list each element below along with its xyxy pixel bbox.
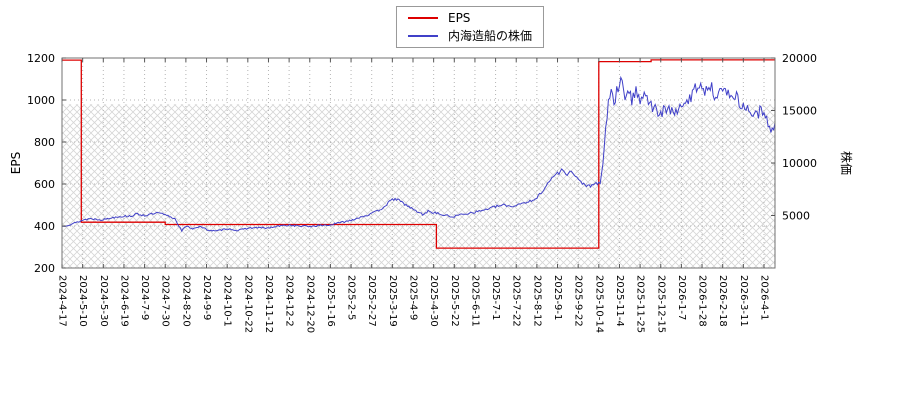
- stock-price-line: [62, 75, 776, 233]
- svg-text:20000: 20000: [782, 52, 817, 65]
- svg-text:2025-9-1: 2025-9-1: [552, 275, 563, 320]
- hatch-band: [62, 104, 775, 268]
- svg-text:10000: 10000: [782, 157, 817, 170]
- eps-line: [62, 59, 775, 249]
- svg-text:2025-8-12: 2025-8-12: [531, 275, 542, 327]
- svg-text:2024-7-9: 2024-7-9: [139, 275, 150, 320]
- svg-text:2024-7-30: 2024-7-30: [160, 275, 171, 327]
- svg-text:2026-2-18: 2026-2-18: [717, 275, 728, 327]
- svg-text:2024-5-30: 2024-5-30: [98, 275, 109, 327]
- svg-text:800: 800: [34, 136, 55, 149]
- svg-text:2025-7-1: 2025-7-1: [490, 275, 501, 320]
- legend-item-eps: EPS: [407, 11, 532, 25]
- grid-lines: [61, 58, 775, 268]
- svg-text:5000: 5000: [782, 210, 810, 223]
- svg-text:2026-1-7: 2026-1-7: [676, 275, 687, 320]
- svg-text:1200: 1200: [27, 52, 55, 65]
- svg-text:15000: 15000: [782, 105, 817, 118]
- svg-text:2024-12-20: 2024-12-20: [304, 275, 315, 333]
- svg-text:2024-9-9: 2024-9-9: [201, 275, 212, 320]
- svg-text:2026-1-28: 2026-1-28: [697, 275, 708, 327]
- svg-text:2026-4-1: 2026-4-1: [758, 275, 769, 320]
- svg-text:400: 400: [34, 220, 55, 233]
- svg-text:2024-5-10: 2024-5-10: [77, 275, 88, 327]
- svg-text:2025-11-4: 2025-11-4: [614, 275, 625, 327]
- svg-text:1000: 1000: [27, 94, 55, 107]
- svg-text:2025-12-15: 2025-12-15: [655, 275, 666, 333]
- svg-text:2024-11-12: 2024-11-12: [263, 275, 274, 333]
- svg-text:2024-8-20: 2024-8-20: [180, 275, 191, 327]
- svg-text:2025-10-14: 2025-10-14: [593, 275, 604, 333]
- svg-text:2026-3-11: 2026-3-11: [738, 275, 749, 327]
- svg-text:600: 600: [34, 178, 55, 191]
- right-axis-tick-labels: 5000 10000 15000 20000: [782, 52, 817, 223]
- svg-text:2024-10-1: 2024-10-1: [222, 275, 233, 327]
- svg-text:2025-9-22: 2025-9-22: [573, 275, 584, 327]
- svg-text:2024-6-19: 2024-6-19: [118, 275, 129, 327]
- svg-text:2025-4-30: 2025-4-30: [428, 275, 439, 327]
- legend-item-stock-price: 内海造船の株価: [407, 29, 533, 43]
- svg-text:2025-1-16: 2025-1-16: [325, 275, 336, 327]
- tick-marks: [61, 57, 775, 269]
- svg-text:2024-12-2: 2024-12-2: [284, 275, 295, 327]
- svg-text:2025-4-9: 2025-4-9: [407, 275, 418, 320]
- svg-text:2025-2-5: 2025-2-5: [346, 275, 357, 320]
- stock-price-line-swatch: [407, 35, 438, 37]
- x-axis-tick-labels: 2024-4-17 2024-5-10 2024-5-30 2024-6-19 2024…: [57, 275, 770, 333]
- right-axis-title: 株価: [839, 151, 854, 175]
- eps-line-swatch: [407, 17, 438, 19]
- svg-text:2024-4-17: 2024-4-17: [57, 275, 68, 327]
- svg-text:200: 200: [34, 262, 55, 275]
- svg-text:2025-6-11: 2025-6-11: [469, 275, 480, 327]
- left-axis-title: EPS: [9, 152, 23, 174]
- left-axis-tick-labels: 200 400 600 800 1000 1200: [27, 52, 55, 275]
- svg-text:2024-10-22: 2024-10-22: [242, 275, 253, 333]
- svg-text:2025-11-25: 2025-11-25: [635, 275, 646, 333]
- chart-legend: EPS 内海造船の株価: [395, 6, 545, 48]
- svg-text:2025-2-27: 2025-2-27: [366, 275, 377, 327]
- svg-text:2025-7-22: 2025-7-22: [511, 275, 522, 327]
- svg-text:2025-3-19: 2025-3-19: [387, 275, 398, 327]
- svg-text:2025-5-22: 2025-5-22: [449, 275, 460, 327]
- legend-label-stock-price: 内海造船の株価: [447, 29, 533, 43]
- legend-label-eps: EPS: [447, 11, 471, 25]
